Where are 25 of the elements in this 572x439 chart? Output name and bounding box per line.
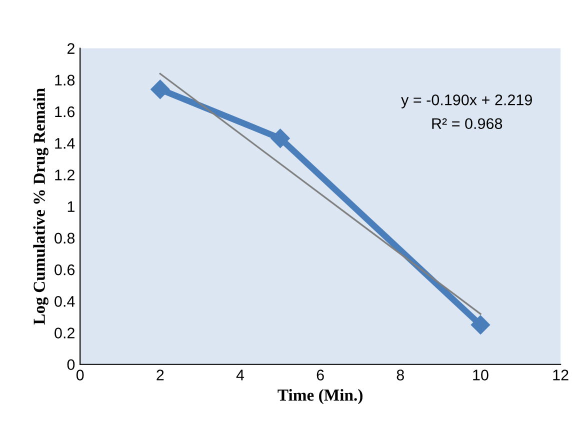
y-tick-label: 0.8 bbox=[54, 232, 75, 244]
y-tick-label: 0.6 bbox=[54, 264, 75, 276]
x-tick-label: 2 bbox=[156, 370, 164, 380]
y-tick-label: 1.2 bbox=[55, 170, 74, 180]
point bbox=[270, 128, 290, 148]
y-tick-label: 1.8 bbox=[55, 74, 75, 86]
y-tick-label: 0.4 bbox=[54, 296, 75, 307]
annotation: y = -0.190x + 2.219 bbox=[401, 94, 532, 108]
x-tick-label: 8 bbox=[396, 370, 404, 380]
y-tick-label: 1.4 bbox=[55, 138, 75, 149]
x-tick-label: 12 bbox=[553, 370, 568, 380]
y-tick-label: 0 bbox=[67, 359, 75, 370]
y-tick-label: 1 bbox=[68, 201, 74, 212]
y-tick-label: 0.2 bbox=[54, 328, 74, 338]
x-axis-title: Time (Min.) bbox=[278, 389, 362, 404]
y-axis-title: Log Cumulative % Drug Remain bbox=[33, 88, 48, 325]
annotation: R² = 0.968 bbox=[432, 118, 502, 130]
x-tick-label: 0 bbox=[76, 370, 84, 380]
point bbox=[470, 315, 490, 334]
y-tick-label: 2 bbox=[67, 43, 74, 54]
y-tick-label: 1.6 bbox=[55, 106, 75, 118]
point bbox=[150, 80, 170, 99]
x-tick-label: 6 bbox=[316, 370, 324, 380]
x-tick-label: 10 bbox=[473, 370, 488, 380]
x-tick-label: 4 bbox=[236, 370, 244, 380]
